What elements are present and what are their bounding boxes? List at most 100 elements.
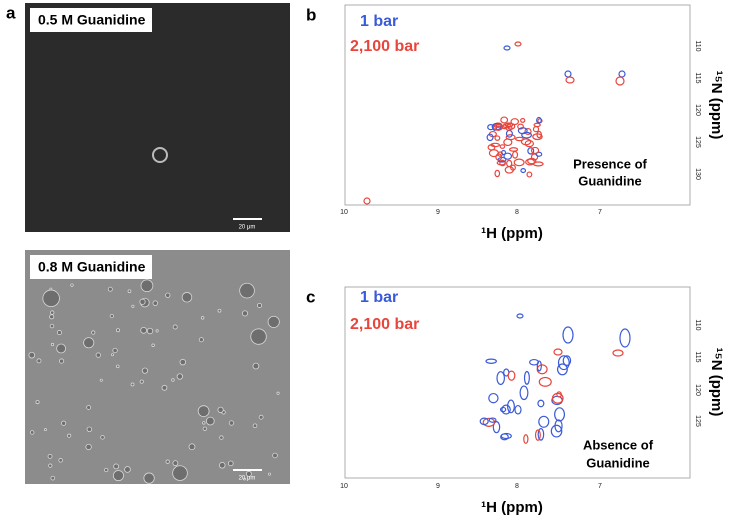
droplet [112, 347, 118, 354]
contour [553, 348, 563, 356]
contour [499, 144, 506, 149]
contour [485, 358, 497, 364]
x-tick-label: 10 [340, 209, 348, 216]
contour [503, 138, 513, 147]
annotation: Presence of [573, 156, 647, 171]
contour [536, 130, 542, 139]
legend-entry: 1 bar [360, 289, 398, 306]
droplet [202, 426, 208, 431]
droplet [258, 414, 264, 420]
contour [488, 417, 497, 423]
contour [501, 404, 511, 415]
contour [506, 159, 513, 168]
droplet [47, 453, 53, 459]
contour [556, 363, 568, 376]
x-axis-label: ¹H (ppm) [481, 225, 543, 242]
contour [538, 376, 552, 387]
legend-entry: 2,100 bar [350, 38, 419, 55]
contour [363, 197, 371, 205]
y-tick-label: 120 [694, 104, 701, 116]
image-label: 0.5 M Guanidine [38, 12, 146, 28]
contour [532, 126, 540, 133]
contour [494, 169, 501, 178]
droplet [113, 463, 120, 470]
contour [500, 116, 509, 124]
droplet [109, 313, 114, 319]
y-tick-label: 130 [694, 168, 701, 180]
droplet [276, 391, 280, 395]
droplet [140, 279, 154, 293]
contour [520, 138, 532, 146]
droplet [257, 302, 263, 308]
droplet [116, 328, 120, 333]
droplet [155, 329, 159, 333]
contour [550, 424, 563, 438]
y-tick-label: 125 [694, 415, 701, 427]
contour [496, 160, 506, 166]
droplet [130, 382, 135, 387]
x-tick-label: 7 [598, 483, 602, 490]
contour [517, 123, 524, 130]
droplet [58, 458, 63, 463]
contour [516, 313, 524, 319]
droplet [197, 405, 210, 418]
droplet [217, 406, 224, 413]
droplet [165, 292, 171, 298]
contour [488, 392, 499, 404]
x-axis-label: ¹H (ppm) [481, 499, 543, 516]
droplet [29, 430, 35, 435]
droplet [172, 465, 188, 481]
contour [508, 147, 519, 152]
contour [537, 427, 545, 441]
contour [619, 328, 631, 348]
contour [529, 358, 540, 366]
contour [507, 399, 515, 414]
droplet [143, 472, 155, 484]
panel-label: b [306, 5, 316, 24]
droplet [161, 384, 168, 391]
droplet [127, 289, 132, 294]
droplets [28, 279, 280, 484]
droplet [152, 300, 159, 306]
contour [500, 149, 507, 156]
y-tick-label: 120 [694, 384, 701, 396]
droplet [267, 315, 280, 328]
contour [527, 147, 535, 155]
droplet [241, 310, 249, 317]
contour [519, 385, 529, 401]
droplet [95, 352, 102, 358]
droplet [91, 330, 96, 335]
contour [514, 404, 522, 415]
droplet [219, 435, 224, 440]
droplet [176, 373, 183, 380]
micrograph [25, 3, 290, 232]
droplet [245, 470, 252, 477]
y-tick-label: 125 [694, 136, 701, 148]
droplet [104, 467, 109, 473]
droplet [152, 147, 168, 163]
droplet [99, 378, 103, 382]
y-tick-label: 115 [694, 72, 701, 83]
contour [554, 407, 566, 422]
panel-label: c [306, 287, 315, 306]
droplet [165, 459, 170, 464]
droplet [200, 316, 205, 320]
droplet [188, 443, 196, 451]
contour [496, 371, 505, 386]
droplet [227, 460, 234, 467]
y-tick-label: 115 [694, 351, 701, 362]
x-tick-label: 8 [515, 483, 519, 490]
y-tick-label: 110 [694, 319, 701, 330]
droplet [50, 342, 55, 347]
x-tick-label: 7 [598, 209, 602, 216]
image-label-box [30, 255, 152, 279]
droplet [67, 433, 72, 438]
droplet [179, 358, 187, 366]
droplet [171, 378, 175, 382]
droplet [239, 282, 255, 299]
scale-bar-label: 20 μm [239, 225, 256, 231]
droplet [86, 426, 93, 433]
contour [500, 433, 509, 441]
droplet [131, 304, 135, 308]
panel-label: a [6, 3, 16, 22]
